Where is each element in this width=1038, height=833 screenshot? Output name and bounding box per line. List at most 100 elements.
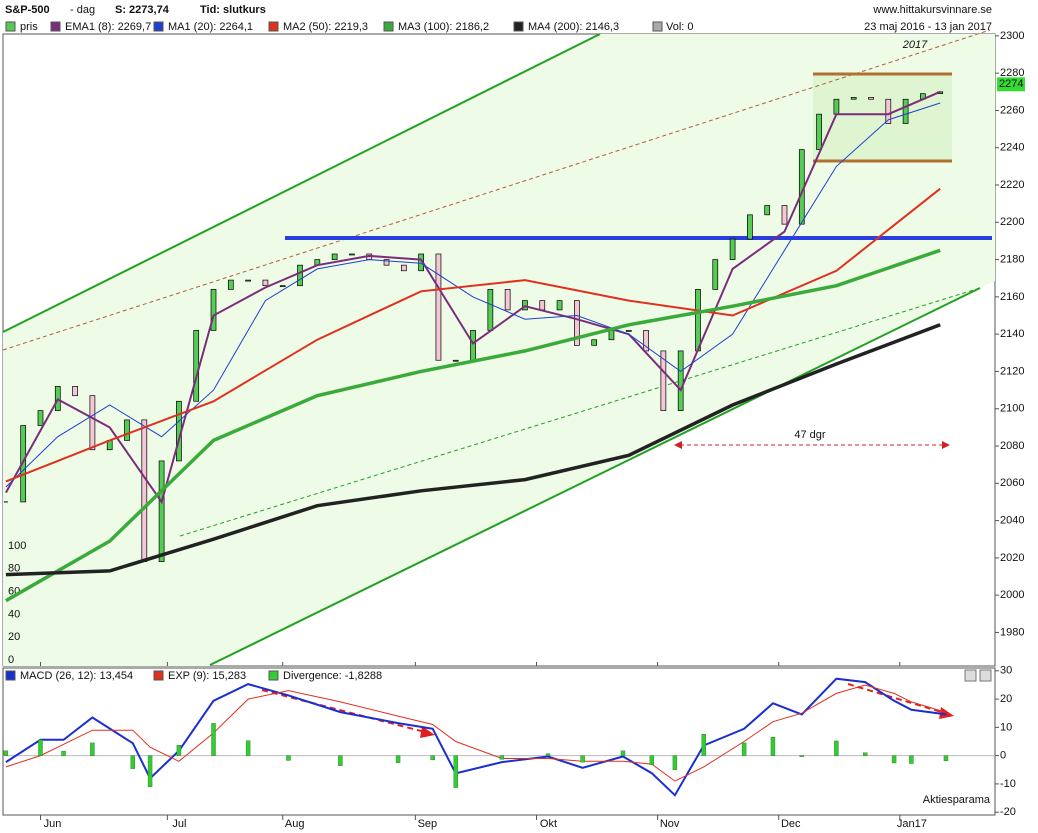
y-tick-label: -10 bbox=[1000, 778, 1016, 790]
candle bbox=[695, 289, 701, 352]
divergence-bar bbox=[499, 755, 505, 760]
date-range: 23 maj 2016 - 13 jan 2017 bbox=[864, 21, 992, 33]
annotation: 47 dgr bbox=[794, 429, 826, 441]
candle bbox=[487, 289, 494, 331]
legend-swatch bbox=[652, 21, 663, 32]
candle bbox=[625, 330, 632, 332]
candle bbox=[504, 289, 511, 311]
y-tick-label: 2280 bbox=[1000, 67, 1024, 79]
candle bbox=[210, 289, 217, 331]
candle bbox=[124, 419, 130, 441]
divergence-bar bbox=[701, 733, 706, 756]
candle bbox=[885, 98, 892, 124]
y-tick-label: 2140 bbox=[1000, 328, 1024, 340]
divergence-bar bbox=[649, 755, 655, 765]
candle bbox=[556, 300, 563, 311]
divergence-bar bbox=[211, 723, 216, 756]
tool-button[interactable] bbox=[964, 669, 977, 682]
legend-label: MA2 (50): 2219,3 bbox=[283, 21, 368, 33]
divergence-bar bbox=[38, 739, 43, 756]
divergence-bar bbox=[672, 755, 678, 770]
left-tick-label: 40 bbox=[8, 608, 20, 620]
candle bbox=[660, 350, 667, 411]
divergence-bar bbox=[834, 740, 839, 756]
ticker: S&P-500 bbox=[5, 4, 50, 16]
divergence-bar bbox=[286, 755, 291, 761]
y-tick-label: 2240 bbox=[1000, 142, 1024, 154]
y-tick-label: 2260 bbox=[1000, 104, 1024, 116]
x-tick-label: Jun bbox=[44, 818, 62, 830]
legend-label: MA3 (100): 2186,2 bbox=[398, 21, 489, 33]
divergence-bar bbox=[395, 755, 401, 763]
y-tick-label: 20 bbox=[1000, 693, 1012, 705]
divergence-bar bbox=[943, 755, 949, 761]
divergence-bar bbox=[620, 750, 626, 756]
legend-label: MA1 (20): 2264,1 bbox=[168, 21, 253, 33]
divergence-bar bbox=[245, 740, 251, 756]
candle bbox=[245, 279, 251, 282]
y-tick-label: 2000 bbox=[1000, 589, 1024, 601]
left-tick-label: 20 bbox=[8, 631, 20, 643]
candle bbox=[729, 238, 736, 260]
candle bbox=[677, 350, 684, 411]
candle bbox=[72, 386, 78, 397]
candle bbox=[158, 460, 165, 562]
legend-label: Divergence: -1,8288 bbox=[283, 670, 382, 682]
price-tag bbox=[997, 77, 1025, 92]
x-tick-label: Jul bbox=[172, 818, 186, 830]
y-tick-label: 2040 bbox=[1000, 514, 1024, 526]
divergence-bar bbox=[545, 753, 551, 756]
legend-label: MACD (26, 12): 13,454 bbox=[20, 670, 133, 682]
legend-label: EMA1 (8): 2269,7 bbox=[65, 21, 151, 33]
divergence-bar bbox=[453, 755, 458, 788]
divergence-bar bbox=[741, 742, 747, 756]
candle bbox=[193, 330, 200, 402]
candle bbox=[452, 359, 459, 362]
close-button[interactable] bbox=[979, 669, 992, 682]
divergence-bar bbox=[61, 750, 66, 756]
candle bbox=[262, 279, 269, 287]
candle bbox=[400, 264, 407, 272]
y-tick-label: 2120 bbox=[1000, 365, 1024, 377]
candle bbox=[643, 330, 649, 352]
arrow bbox=[847, 683, 946, 714]
y-tick-label: 2200 bbox=[1000, 216, 1024, 228]
left-tick-label: 80 bbox=[8, 563, 20, 575]
trend-line bbox=[2, 29, 991, 351]
candle bbox=[279, 285, 286, 288]
annotation: 2017 bbox=[902, 39, 928, 51]
legend-swatch bbox=[383, 21, 394, 32]
divergence-bar bbox=[909, 755, 914, 764]
divergence-bar bbox=[147, 755, 153, 787]
site: www.hittakursvinnare.se bbox=[872, 4, 992, 16]
divergence-bar bbox=[176, 744, 182, 756]
moving-average bbox=[5, 102, 941, 488]
legend-label: pris bbox=[20, 21, 38, 33]
divergence-bar bbox=[863, 752, 868, 756]
y-tick-label: 2100 bbox=[1000, 403, 1024, 415]
y-tick-label: 2160 bbox=[1000, 291, 1024, 303]
candle bbox=[574, 300, 580, 346]
y-tick-label: -20 bbox=[1000, 806, 1016, 818]
moving-average bbox=[5, 248, 941, 603]
x-tick-label: Sep bbox=[418, 818, 438, 830]
candle bbox=[539, 300, 546, 311]
candle bbox=[868, 97, 874, 100]
candle bbox=[435, 253, 442, 361]
channel-fill bbox=[3, 34, 995, 666]
legend-label: EXP (9): 15,283 bbox=[168, 670, 246, 682]
candle bbox=[816, 113, 822, 150]
divergence-bar bbox=[338, 755, 343, 767]
candle bbox=[141, 419, 148, 562]
y-tick-label: 2020 bbox=[1000, 552, 1024, 564]
moving-average bbox=[5, 90, 941, 505]
left-tick-label: 100 bbox=[8, 540, 26, 552]
x-tick-label: Jan17 bbox=[897, 818, 927, 830]
candle bbox=[781, 205, 788, 225]
range-box bbox=[813, 74, 952, 161]
left-tick-label: 0 bbox=[8, 654, 14, 666]
last-price: S: 2273,74 bbox=[115, 4, 170, 16]
divergence-bar bbox=[799, 755, 804, 757]
legend-swatch bbox=[268, 670, 279, 681]
candle bbox=[764, 205, 771, 216]
